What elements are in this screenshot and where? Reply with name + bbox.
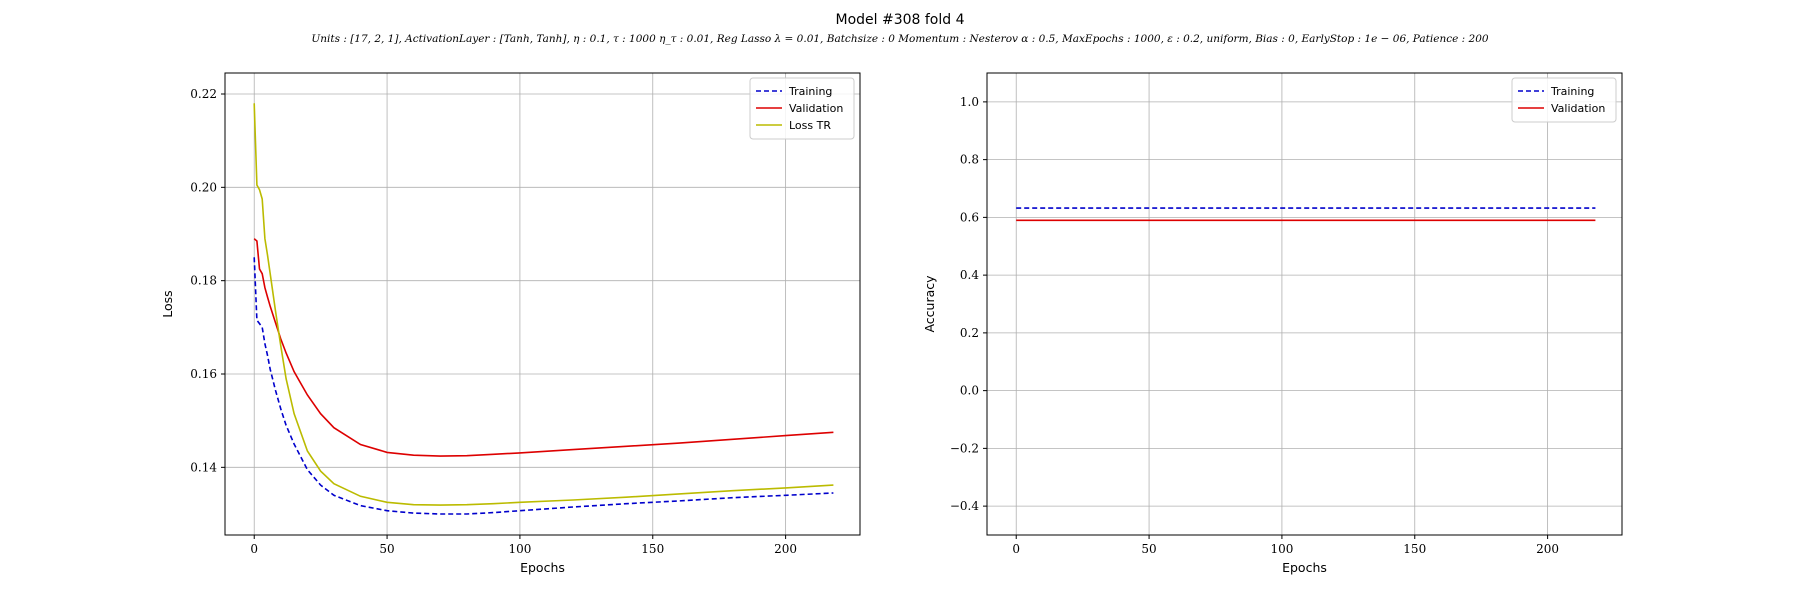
x-tick-label: 50 [1141, 542, 1156, 556]
loss-chart: 0 50 100 150 200 0.14 0.16 0.18 0.20 0.22 Epochs Lo… [160, 72, 861, 575]
y-tick-label: 0.20 [190, 180, 217, 194]
y-tick-label: 0.0 [960, 384, 979, 398]
legend: Training Validation Loss TR [749, 77, 855, 140]
legend-box [749, 77, 855, 140]
legend-label: Training [788, 85, 832, 98]
x-tick-label: 150 [1403, 542, 1426, 556]
legend-label: Validation [789, 102, 843, 115]
y-tick-label: 0.6 [960, 210, 979, 224]
figure-subtitle: Units : [17, 2, 1], ActivationLayer : [T… [311, 33, 1488, 45]
y-axis-label: Accuracy [922, 275, 937, 333]
legend-label: Training [1550, 85, 1594, 98]
y-tick-label: 0.8 [960, 153, 979, 167]
axes-frame [224, 72, 861, 536]
accuracy-chart: 0 50 100 150 200 −0.4 −0.2 0.0 0.2 0.4 0.6 0.8 1.0 Ep… [922, 72, 1623, 575]
x-tick-label: 200 [1536, 542, 1559, 556]
x-tick-label: 0 [250, 542, 258, 556]
x-tick-label: 150 [641, 542, 664, 556]
series-line-training [253, 257, 834, 515]
y-tick-label: 0.18 [190, 274, 217, 288]
x-tick-label: 0 [1012, 542, 1020, 556]
legend: Training Validation [1511, 77, 1617, 123]
y-tick-label: 0.2 [960, 326, 979, 340]
y-tick-label: −0.4 [950, 499, 980, 513]
y-tick-label: −0.2 [950, 441, 979, 455]
y-tick-label: 1.0 [960, 95, 979, 109]
y-tick-label: 0.16 [190, 367, 217, 381]
y-tick-label: 0.14 [190, 460, 217, 474]
x-tick-label: 50 [379, 542, 394, 556]
series-line-validation [253, 238, 834, 457]
x-tick-label: 100 [1270, 542, 1293, 556]
series-line-loss-tr [253, 103, 834, 506]
figure-title: Model #308 fold 4 [835, 12, 964, 28]
x-tick-label: 100 [508, 542, 531, 556]
x-axis-label: Epochs [1282, 560, 1327, 575]
x-tick-label: 200 [774, 542, 797, 556]
y-axis-label: Loss [160, 290, 175, 317]
y-tick-label: 0.22 [190, 87, 217, 101]
y-tick-label: 0.4 [960, 268, 979, 282]
axes-frame [986, 72, 1623, 536]
x-axis-label: Epochs [520, 560, 565, 575]
legend-box [1511, 77, 1617, 123]
legend-label: Validation [1551, 102, 1605, 115]
legend-label: Loss TR [789, 119, 831, 132]
